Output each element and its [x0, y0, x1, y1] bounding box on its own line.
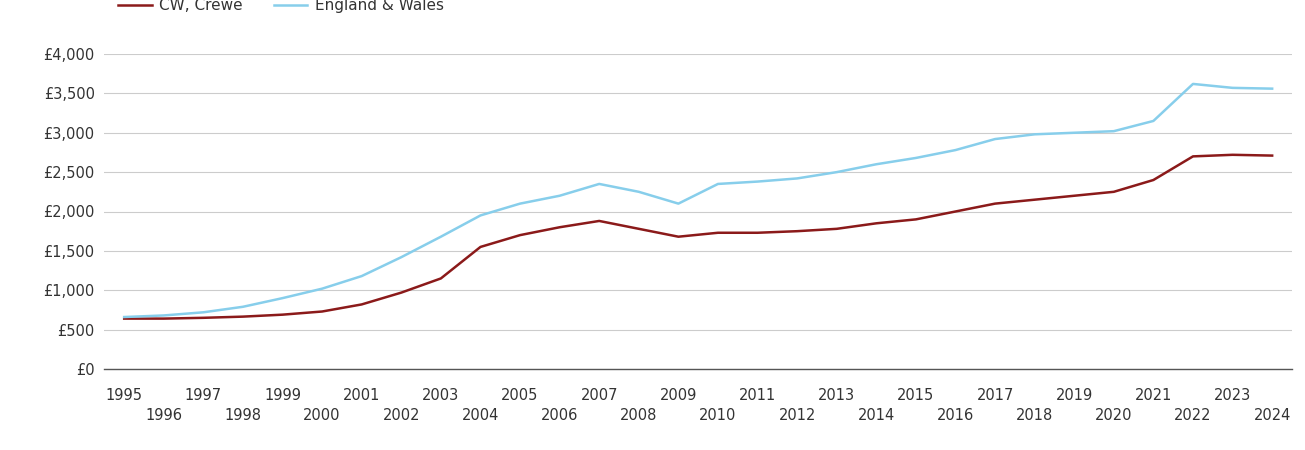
- Text: 2012: 2012: [779, 408, 816, 423]
- CW, Crewe: [393, 290, 408, 295]
- CW, Crewe: [1224, 152, 1240, 158]
- CW, Crewe: [947, 209, 963, 214]
- CW, Crewe: [235, 314, 251, 319]
- Line: CW, Crewe: CW, Crewe: [124, 155, 1272, 319]
- CW, Crewe: [512, 232, 527, 238]
- England & Wales: [908, 155, 924, 161]
- England & Wales: [1224, 85, 1240, 90]
- CW, Crewe: [829, 226, 844, 231]
- CW, Crewe: [671, 234, 686, 239]
- CW, Crewe: [275, 312, 291, 317]
- CW, Crewe: [315, 309, 330, 314]
- CW, Crewe: [868, 220, 883, 226]
- Text: 2001: 2001: [343, 388, 380, 404]
- England & Wales: [829, 169, 844, 175]
- CW, Crewe: [116, 316, 132, 321]
- CW, Crewe: [1027, 197, 1043, 202]
- England & Wales: [235, 304, 251, 310]
- Text: 2009: 2009: [660, 388, 697, 404]
- Text: 1995: 1995: [106, 388, 142, 404]
- England & Wales: [354, 273, 369, 279]
- CW, Crewe: [908, 216, 924, 222]
- Text: 2008: 2008: [620, 408, 658, 423]
- Text: 2000: 2000: [303, 408, 341, 423]
- England & Wales: [393, 254, 408, 260]
- Text: 2021: 2021: [1135, 388, 1172, 404]
- England & Wales: [947, 147, 963, 153]
- Text: 2023: 2023: [1214, 388, 1251, 404]
- CW, Crewe: [710, 230, 726, 235]
- Text: 2010: 2010: [699, 408, 736, 423]
- England & Wales: [472, 213, 488, 218]
- Text: 1999: 1999: [264, 388, 301, 404]
- Text: 2022: 2022: [1174, 408, 1212, 423]
- Text: 1998: 1998: [224, 408, 261, 423]
- Text: 2006: 2006: [542, 408, 578, 423]
- Legend: CW, Crewe, England & Wales: CW, Crewe, England & Wales: [112, 0, 450, 19]
- CW, Crewe: [472, 244, 488, 250]
- CW, Crewe: [988, 201, 1004, 206]
- England & Wales: [1027, 131, 1043, 137]
- England & Wales: [552, 193, 568, 198]
- Text: 2013: 2013: [818, 388, 855, 404]
- England & Wales: [790, 176, 805, 181]
- England & Wales: [315, 286, 330, 292]
- England & Wales: [671, 201, 686, 206]
- England & Wales: [1146, 118, 1161, 124]
- England & Wales: [196, 310, 211, 315]
- Text: 2014: 2014: [857, 408, 895, 423]
- Text: 2015: 2015: [898, 388, 934, 404]
- CW, Crewe: [790, 229, 805, 234]
- CW, Crewe: [196, 315, 211, 320]
- CW, Crewe: [1105, 189, 1121, 194]
- England & Wales: [512, 201, 527, 206]
- England & Wales: [868, 162, 883, 167]
- CW, Crewe: [1265, 153, 1280, 158]
- Text: 2016: 2016: [937, 408, 974, 423]
- England & Wales: [1066, 130, 1082, 135]
- England & Wales: [1185, 81, 1201, 86]
- England & Wales: [1265, 86, 1280, 91]
- Text: 2004: 2004: [462, 408, 499, 423]
- Text: 1996: 1996: [145, 408, 183, 423]
- CW, Crewe: [749, 230, 765, 235]
- England & Wales: [632, 189, 647, 194]
- England & Wales: [1105, 128, 1121, 134]
- CW, Crewe: [1185, 154, 1201, 159]
- Text: 2005: 2005: [501, 388, 539, 404]
- Text: 2024: 2024: [1254, 408, 1291, 423]
- England & Wales: [591, 181, 607, 187]
- England & Wales: [988, 136, 1004, 142]
- Text: 2019: 2019: [1056, 388, 1092, 404]
- Text: 2020: 2020: [1095, 408, 1133, 423]
- England & Wales: [155, 313, 171, 318]
- CW, Crewe: [1146, 177, 1161, 183]
- CW, Crewe: [433, 276, 449, 281]
- Text: 1997: 1997: [185, 388, 222, 404]
- CW, Crewe: [354, 302, 369, 307]
- Text: 2018: 2018: [1017, 408, 1053, 423]
- CW, Crewe: [1066, 193, 1082, 198]
- Text: 2017: 2017: [976, 388, 1014, 404]
- CW, Crewe: [591, 218, 607, 224]
- Text: 2003: 2003: [423, 388, 459, 404]
- CW, Crewe: [632, 226, 647, 231]
- CW, Crewe: [552, 225, 568, 230]
- England & Wales: [749, 179, 765, 184]
- England & Wales: [275, 295, 291, 301]
- England & Wales: [710, 181, 726, 187]
- Text: 2007: 2007: [581, 388, 619, 404]
- Text: 2011: 2011: [739, 388, 776, 404]
- England & Wales: [433, 234, 449, 239]
- CW, Crewe: [155, 316, 171, 321]
- England & Wales: [116, 314, 132, 319]
- Line: England & Wales: England & Wales: [124, 84, 1272, 317]
- Text: 2002: 2002: [382, 408, 420, 423]
